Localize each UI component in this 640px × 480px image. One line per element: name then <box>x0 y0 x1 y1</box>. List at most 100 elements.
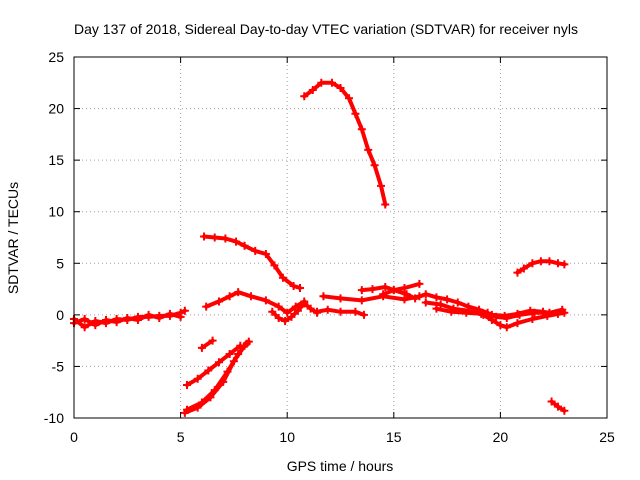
data-point <box>553 402 562 411</box>
data-point <box>236 341 245 350</box>
series-arc-low-3 <box>182 341 245 389</box>
series-arc-low-2 <box>182 339 251 414</box>
data-point <box>528 314 537 323</box>
data-point <box>539 307 548 316</box>
y-axis-label: SDTVAR / TECUs <box>5 182 21 294</box>
data-point <box>289 281 298 290</box>
y-tick-label: 20 <box>48 101 64 117</box>
data-point <box>319 292 328 301</box>
data-point <box>251 246 260 255</box>
data-point <box>308 86 317 95</box>
y-tick-label: 5 <box>56 255 64 271</box>
data-point <box>336 294 345 303</box>
chart-title: Day 137 of 2018, Sidereal Day-to-day VTE… <box>74 21 578 37</box>
y-tick-label: -5 <box>52 358 65 374</box>
data-point <box>197 398 206 407</box>
series-arc-late-3 <box>475 306 562 320</box>
data-point <box>502 323 511 332</box>
data-point <box>475 307 484 316</box>
data-point <box>560 406 569 415</box>
data-point <box>268 307 277 316</box>
data-point <box>496 321 505 330</box>
data-point <box>519 264 528 273</box>
grid <box>74 57 607 418</box>
x-tick-label: 0 <box>70 429 78 445</box>
data-point <box>379 290 388 299</box>
data-point <box>144 310 153 319</box>
data-point <box>323 305 332 314</box>
data-point <box>210 233 219 242</box>
data-point <box>487 310 496 319</box>
data-point <box>327 78 336 87</box>
data-point <box>287 312 296 321</box>
data-point <box>453 298 462 307</box>
x-tick-label: 25 <box>599 429 615 445</box>
data-point <box>291 302 300 311</box>
plot-frame <box>73 56 608 419</box>
data-point <box>368 285 377 294</box>
data-point <box>432 293 441 302</box>
data-point <box>415 279 424 288</box>
x-tick-label: 10 <box>279 429 295 445</box>
x-tick-label: 20 <box>493 429 509 445</box>
series-arc-short-neg3 <box>197 336 217 352</box>
data-point <box>421 290 430 299</box>
y-tick-label: 0 <box>56 307 64 323</box>
series-arc-high <box>300 78 390 209</box>
data-point <box>558 305 567 314</box>
data-point <box>182 405 191 414</box>
data-point <box>553 309 562 318</box>
series-arc-early-zero-b <box>70 309 185 330</box>
series-line <box>185 341 249 412</box>
data-point <box>225 292 234 301</box>
data-point <box>411 294 420 303</box>
data-point <box>381 200 390 209</box>
series-arc-dip <box>268 299 322 326</box>
data-point <box>202 302 211 311</box>
data-point <box>223 367 232 376</box>
series-line <box>204 290 307 315</box>
series-line <box>202 234 302 290</box>
data-point <box>242 339 251 348</box>
data-point <box>336 83 345 92</box>
data-point <box>240 241 249 250</box>
data-point <box>402 290 411 299</box>
data-point <box>436 300 445 309</box>
data-point <box>204 366 213 375</box>
series-line <box>302 80 388 207</box>
data-point <box>553 259 562 268</box>
data-point <box>176 312 185 321</box>
data-point <box>182 380 191 389</box>
data-point <box>295 284 304 293</box>
data-point <box>317 78 326 87</box>
data-point <box>381 283 390 292</box>
data-point <box>208 336 217 345</box>
data-point <box>447 307 456 316</box>
data-point <box>165 309 174 318</box>
data-point <box>123 313 132 322</box>
data-point <box>193 374 202 383</box>
y-tick-label: 25 <box>48 49 64 65</box>
data-point <box>357 125 366 134</box>
x-axis-label: GPS time / hours <box>287 458 394 474</box>
series-line <box>185 343 243 387</box>
y-tick-label: -10 <box>44 410 64 426</box>
data-point <box>528 259 537 268</box>
data-point <box>300 299 309 308</box>
series-arc-5 <box>200 232 304 293</box>
data-point <box>274 302 283 311</box>
data-point <box>462 308 471 317</box>
data-point <box>281 317 290 326</box>
series-arc-mid-zero <box>313 305 368 319</box>
data-point <box>80 323 89 332</box>
data-point <box>293 306 302 315</box>
data-point <box>400 295 409 304</box>
series-arc-late-neg <box>547 397 569 415</box>
data-series <box>70 78 569 417</box>
y-tick-label: 10 <box>48 204 64 220</box>
data-point <box>377 181 386 190</box>
data-point <box>80 314 89 323</box>
data-point <box>336 307 345 316</box>
data-point <box>180 306 189 315</box>
data-point <box>283 308 292 317</box>
